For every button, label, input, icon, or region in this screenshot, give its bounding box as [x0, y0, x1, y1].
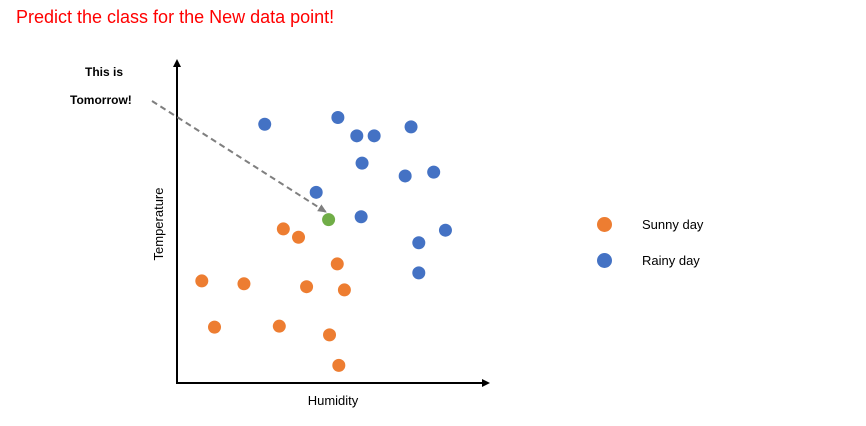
pointer-arrow [151, 100, 327, 213]
data-points [195, 111, 452, 372]
new-point [322, 213, 336, 227]
rainy-point [331, 111, 345, 125]
rainy-point [412, 266, 426, 280]
legend-label-sunny: Sunny day [642, 216, 704, 232]
rainy-point [398, 169, 412, 183]
rainy-point [427, 165, 441, 179]
sunny-point [272, 319, 286, 333]
rainy-point [355, 156, 369, 170]
sunny-marker-icon [597, 216, 612, 232]
rainy-point [354, 210, 368, 224]
legend-label-rainy: Rainy day [642, 252, 700, 268]
rainy-point [309, 185, 323, 199]
sunny-point [330, 257, 344, 271]
annotation-line-1: This is [85, 65, 124, 79]
sunny-point [276, 222, 290, 236]
sunny-point [337, 283, 351, 297]
x-axis-label: Humidity [308, 393, 359, 408]
rainy-point [438, 223, 452, 237]
legend-item-sunny: Sunny day [597, 214, 703, 234]
page-title: Predict the class for the New data point… [16, 7, 335, 27]
rainy-point [367, 129, 381, 143]
sunny-point [332, 358, 346, 372]
sunny-point [292, 230, 306, 244]
sunny-point [323, 328, 337, 342]
legend-item-rainy: Rainy day [597, 250, 700, 270]
sunny-point [237, 277, 251, 291]
rainy-point [412, 236, 426, 250]
annotation-line-2: Tomorrow! [70, 93, 132, 107]
sunny-point [208, 320, 222, 334]
rainy-marker-icon [597, 252, 612, 268]
sunny-point [195, 274, 209, 288]
rainy-point [404, 120, 418, 134]
rainy-point [350, 129, 364, 143]
sunny-point [300, 280, 314, 294]
y-axis-label: Temperature [151, 188, 166, 261]
rainy-point [258, 117, 272, 131]
